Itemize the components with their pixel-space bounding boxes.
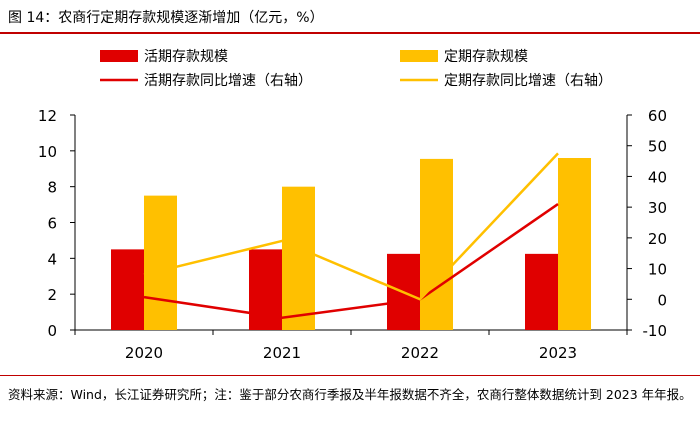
right-tick-label: 60 bbox=[648, 107, 667, 125]
left-tick-label: 8 bbox=[47, 179, 57, 197]
left-tick-label: 12 bbox=[38, 107, 57, 125]
plot-area: 0 2 4 6 8 10 12 -10 0 10 20 30 40 50 60 2020 2021 2022 202… bbox=[38, 107, 667, 362]
x-tick-label: 2023 bbox=[539, 344, 577, 362]
bottom-rule bbox=[0, 375, 700, 376]
time-growth-line bbox=[143, 152, 559, 301]
x-tick-label: 2021 bbox=[263, 344, 301, 362]
bar-time-2021 bbox=[282, 186, 315, 330]
right-tick-label: 30 bbox=[648, 199, 667, 217]
legend-swatch bbox=[400, 50, 438, 62]
x-tick-label: 2022 bbox=[401, 344, 439, 362]
bar-demand-2023 bbox=[525, 253, 558, 330]
bar-time-2023 bbox=[558, 158, 591, 330]
right-tick-label: 10 bbox=[648, 261, 667, 279]
bar-time-2022 bbox=[420, 158, 453, 330]
right-tick-label: 20 bbox=[648, 230, 667, 248]
legend-label: 定期存款规模 bbox=[444, 49, 528, 65]
right-tick-label: 0 bbox=[657, 291, 667, 309]
left-tick-label: 4 bbox=[47, 250, 57, 268]
left-tick-label: 10 bbox=[38, 143, 57, 161]
legend-label: 活期存款同比增速（右轴） bbox=[144, 73, 312, 89]
right-tick-label: -10 bbox=[643, 322, 668, 340]
legend-label: 定期存款同比增速（右轴） bbox=[444, 73, 612, 89]
left-tick-label: 6 bbox=[47, 215, 57, 233]
bar-demand-2020 bbox=[111, 249, 144, 330]
legend-label: 活期存款规模 bbox=[144, 49, 228, 65]
right-tick-label: 50 bbox=[648, 138, 667, 156]
left-tick-label: 2 bbox=[47, 286, 57, 304]
left-tick-label: 0 bbox=[47, 322, 57, 340]
demand-growth-line bbox=[143, 203, 559, 319]
source-note: 资料来源：Wind，长江证券研究所；注：鉴于部分农商行季报及半年报数据不齐全，农… bbox=[8, 387, 692, 402]
bar-time-2020 bbox=[144, 195, 177, 330]
x-tick-label: 2020 bbox=[125, 344, 163, 362]
title-rule bbox=[0, 32, 700, 34]
legend-swatch bbox=[100, 50, 138, 62]
right-tick-label: 40 bbox=[648, 168, 667, 186]
figure-title: 图 14：农商行定期存款规模逐渐增加（亿元，%） bbox=[8, 10, 324, 26]
